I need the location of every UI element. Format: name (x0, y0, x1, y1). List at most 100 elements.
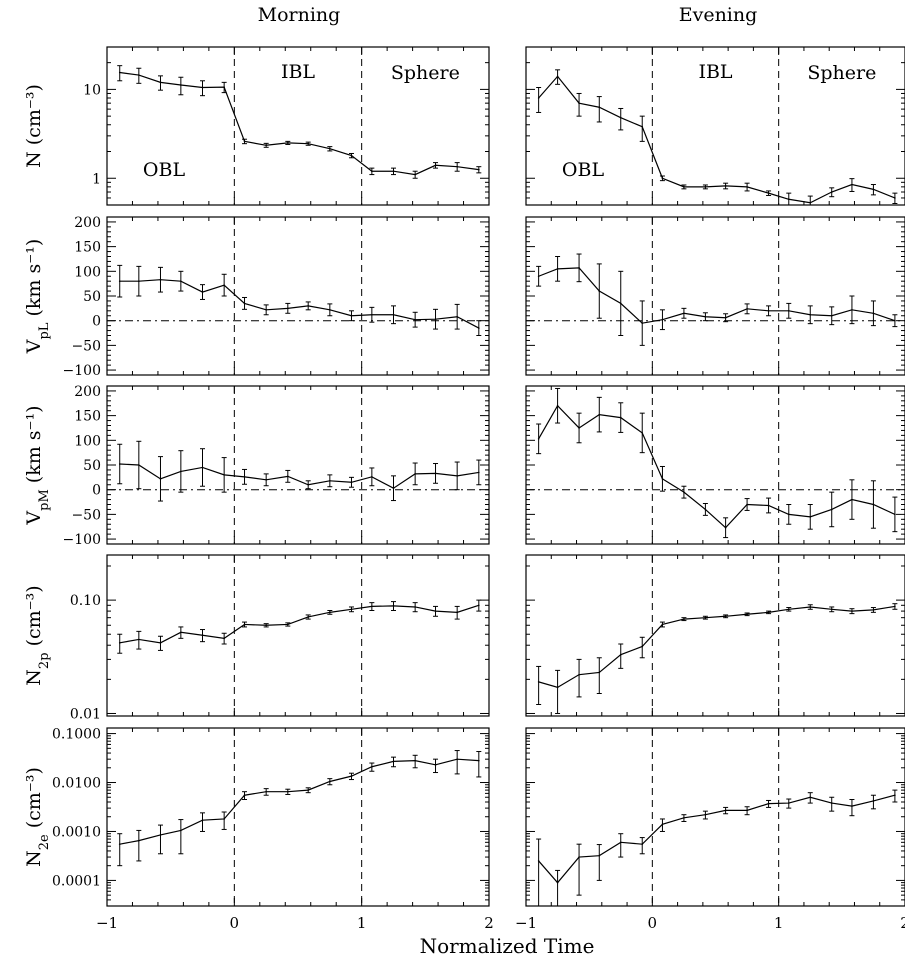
data-point (661, 318, 664, 321)
error-bar (766, 610, 772, 615)
data-point (350, 154, 353, 157)
x-tick-label: 1 (357, 914, 367, 932)
error-bar (263, 142, 269, 148)
data-point (787, 310, 790, 312)
error-bar (157, 635, 163, 651)
x-tick-label: 0 (230, 914, 240, 932)
data-point (350, 608, 353, 611)
y-axis-label-N2p: N2p (cm⁻³) (23, 585, 52, 685)
error-bar (723, 182, 729, 190)
data-point (851, 805, 853, 807)
data-point (307, 305, 309, 307)
panel-VpL-morning: 200 150 100 50 0 −50 −100 (63, 215, 490, 379)
data-point (704, 186, 707, 188)
error-bar (576, 843, 582, 896)
column-title-evening: Evening (679, 4, 758, 26)
x-tick-label: 0 (648, 914, 658, 932)
data-point (578, 673, 580, 676)
data-point (872, 503, 875, 506)
y-tick-label: −100 (63, 363, 101, 379)
error-bar (327, 303, 333, 317)
error-bar (221, 81, 227, 94)
error-bar (829, 796, 835, 812)
data-point (223, 818, 225, 820)
error-bar (744, 303, 750, 315)
error-bar (618, 833, 624, 858)
data-point (478, 759, 480, 762)
error-bar (157, 824, 163, 855)
panel-frame (525, 727, 905, 907)
x-tick-label: 1 (774, 914, 784, 932)
error-bar (369, 167, 375, 176)
data-point (683, 312, 685, 315)
data-point (724, 316, 727, 319)
data-point (683, 817, 685, 819)
error-bar (305, 480, 311, 490)
error-bar (263, 473, 269, 487)
y-label-subscript: pM (37, 489, 52, 511)
error-bar (285, 140, 291, 145)
data-point (223, 284, 225, 286)
data-point (159, 642, 162, 644)
data-point (434, 472, 437, 475)
data-point (641, 843, 644, 845)
data-point (619, 302, 622, 305)
data-point (265, 309, 267, 311)
data-point (307, 483, 309, 486)
y-tick-label: −50 (71, 338, 101, 354)
error-bar (178, 76, 184, 96)
data-point (578, 427, 580, 429)
error-bar (555, 669, 561, 714)
y-label-main: V (23, 511, 45, 526)
region-label-ibl: IBL (281, 61, 315, 83)
error-bar (786, 302, 792, 319)
error-bar (576, 253, 582, 283)
error-bar (391, 756, 396, 768)
data-point (894, 605, 896, 608)
error-bar (476, 166, 482, 174)
data-point (787, 608, 790, 611)
data-point (724, 185, 727, 187)
panel-N2p-evening (525, 554, 905, 717)
data-point (434, 764, 437, 766)
data-point (329, 780, 331, 783)
y-tick-label: 150 (74, 409, 101, 425)
series-line-evening (538, 605, 895, 688)
error-bar (639, 636, 645, 659)
error-bar (829, 606, 835, 613)
data-point (872, 188, 875, 191)
data-point (223, 86, 225, 88)
error-bar (807, 792, 813, 804)
data-point (641, 432, 644, 434)
data-point (641, 125, 644, 128)
data-point (556, 686, 559, 689)
data-point (456, 758, 458, 760)
error-bar (327, 474, 333, 488)
panel-VpM-morning: 200 150 100 50 0 −50 −100 (63, 384, 490, 548)
y-tick-label: −50 (71, 507, 101, 523)
error-bar (263, 304, 269, 316)
error-bar (555, 869, 561, 907)
error-bar (348, 476, 354, 488)
error-bar (659, 621, 665, 628)
panel-frame (525, 385, 905, 545)
error-bar (476, 751, 482, 778)
panel-VpM-evening (525, 385, 905, 545)
y-axis-label-text: VpL (km s⁻¹) (23, 239, 52, 355)
error-bar (454, 750, 460, 775)
data-point (456, 315, 458, 318)
error-bar (285, 469, 291, 483)
data-point (414, 473, 416, 475)
panel-frame (525, 216, 905, 376)
panel-frame (106, 554, 490, 717)
error-bar (786, 798, 792, 809)
error-bar (870, 794, 876, 810)
data-point (537, 275, 540, 278)
y-label-subscript: 2e (37, 834, 52, 850)
error-bar (576, 92, 582, 117)
panel-frame (525, 554, 905, 717)
error-bar (618, 643, 624, 669)
data-point (851, 498, 853, 501)
data-point (371, 765, 373, 768)
error-bar (536, 665, 542, 705)
